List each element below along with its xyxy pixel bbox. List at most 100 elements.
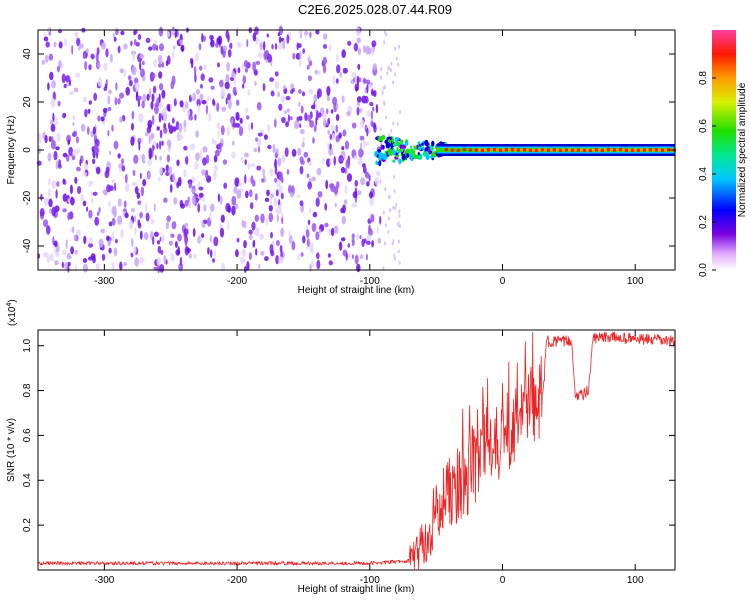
noise-blob (385, 32, 388, 37)
noise-blob (251, 221, 256, 231)
noise-blob (130, 40, 133, 47)
noise-blob (221, 262, 226, 272)
noise-blob (55, 189, 58, 199)
noise-blob (200, 84, 203, 89)
noise-blob (231, 195, 237, 206)
noise-blob (190, 188, 196, 193)
noise-blob (353, 155, 358, 160)
noise-blob (208, 77, 214, 83)
noise-blob (97, 77, 103, 87)
noise-blob (51, 180, 57, 189)
noise-blob (131, 182, 137, 187)
noise-blob (90, 190, 93, 196)
noise-blob (222, 159, 228, 165)
signal-peak (486, 147, 491, 152)
noise-blob (232, 122, 238, 128)
noise-blob (285, 96, 291, 101)
noise-blob (201, 100, 207, 105)
noise-blob (335, 78, 339, 84)
noise-blob (138, 141, 141, 151)
noise-blob (203, 219, 208, 225)
noise-blob (71, 226, 75, 234)
signal-peak (618, 147, 623, 152)
noise-blob (375, 176, 379, 186)
noise-blob (137, 34, 142, 40)
noise-blob (370, 110, 373, 120)
noise-blob (147, 119, 153, 129)
noise-blob (78, 46, 81, 51)
noise-blob (90, 53, 95, 60)
noise-blob (119, 116, 123, 123)
noise-blob (146, 93, 150, 101)
noise-blob (311, 176, 316, 182)
noise-blob (336, 54, 339, 62)
noise-blob (188, 115, 194, 121)
noise-blob (172, 173, 175, 183)
noise-blob (385, 115, 388, 120)
noise-blob (45, 41, 50, 48)
noise-blob (53, 41, 57, 48)
noise-blob (236, 41, 242, 48)
noise-blob (96, 211, 100, 216)
noise-blob (288, 184, 292, 194)
signal-peak (540, 148, 545, 152)
noise-blob (316, 259, 321, 270)
noise-blob (134, 29, 138, 35)
noise-blob (55, 160, 59, 170)
noise-blob (274, 118, 277, 128)
noise-blob (140, 186, 145, 197)
noise-blob (261, 178, 265, 183)
noise-blob (389, 68, 392, 73)
colorbar-tick-label: 0.6 (698, 119, 709, 133)
noise-blob (328, 44, 332, 52)
noise-blob (334, 202, 337, 208)
noise-blob (386, 71, 389, 76)
noise-blob (83, 235, 87, 245)
noise-blob (244, 152, 249, 158)
noise-blob (274, 42, 278, 50)
noise-blob (284, 110, 287, 115)
noise-blob (322, 157, 325, 164)
noise-blob (65, 239, 68, 250)
noise-blob (327, 117, 331, 125)
noise-blob (351, 254, 354, 259)
noise-blob (83, 163, 88, 171)
noise-blob (353, 42, 359, 52)
noise-blob (315, 197, 320, 207)
noise-blob (267, 53, 272, 63)
noise-blob (286, 108, 290, 113)
noise-blob (202, 157, 207, 166)
noise-blob (173, 197, 178, 205)
noise-blob (136, 192, 141, 199)
noise-blob (44, 134, 48, 144)
signal-peak (660, 148, 665, 153)
noise-blob (165, 60, 169, 67)
signal-blob (386, 136, 393, 142)
signal-blob (431, 140, 435, 147)
noise-blob (356, 263, 361, 273)
noise-blob (342, 129, 347, 137)
noise-blob (152, 141, 157, 146)
noise-blob (182, 105, 186, 112)
noise-blob (70, 246, 74, 255)
noise-blob (131, 110, 135, 120)
signal-peak (462, 147, 467, 152)
noise-blob (369, 196, 375, 206)
noise-blob (205, 171, 209, 179)
noise-blob (185, 247, 191, 254)
noise-blob (304, 29, 308, 38)
noise-blob (240, 156, 244, 163)
noise-blob (281, 226, 284, 235)
noise-blob (223, 182, 228, 189)
noise-blob (227, 49, 232, 58)
noise-blob (157, 63, 163, 68)
noise-blob (192, 253, 197, 259)
noise-blob (123, 262, 128, 267)
noise-blob (183, 169, 187, 178)
noise-blob (185, 156, 189, 165)
noise-blob (165, 221, 170, 230)
noise-blob (137, 98, 141, 108)
noise-blob (307, 181, 313, 190)
noise-blob (117, 97, 121, 105)
noise-blob (330, 124, 335, 132)
